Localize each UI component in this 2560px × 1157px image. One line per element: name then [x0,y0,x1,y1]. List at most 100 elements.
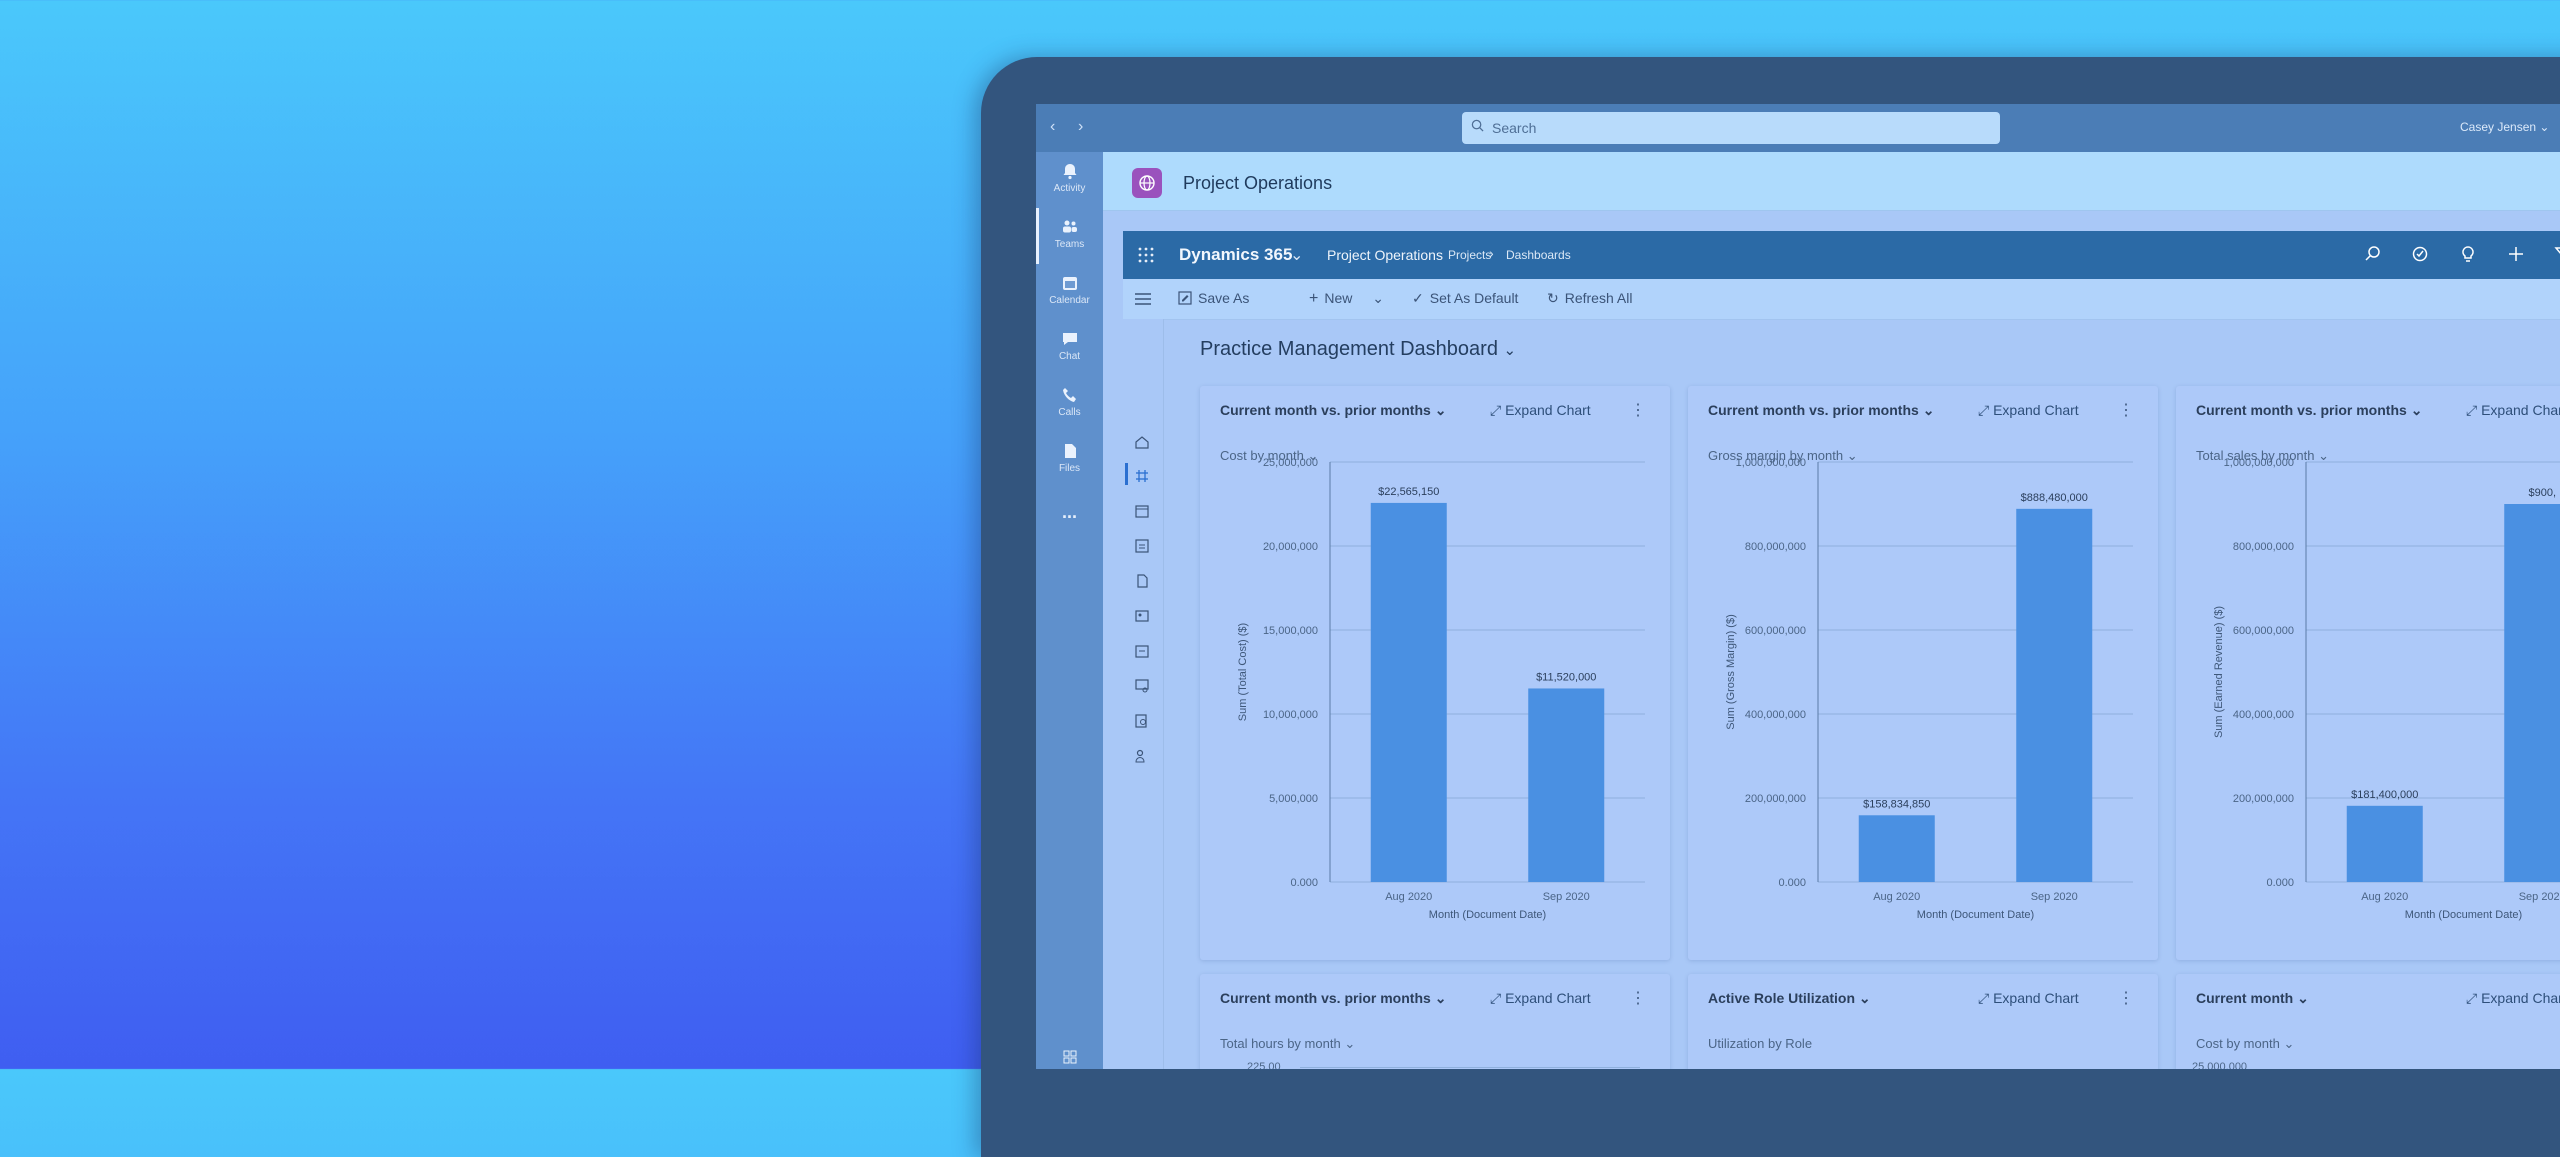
app-launcher-icon[interactable] [1137,246,1155,264]
chart-view-selector[interactable]: Cost by month ⌄ [1220,448,1318,464]
dynamics-brand[interactable]: Dynamics 365 [1179,245,1293,264]
save-as-button[interactable]: Save As [1178,290,1249,306]
chevron-down-icon[interactable]: ⌄ [1372,290,1384,306]
dynamics-app-name[interactable]: Project Operations [1327,247,1443,263]
dashboard-title[interactable]: Practice Management Dashboard ⌄ [1200,338,1516,361]
data-label: $888,480,000 [2021,492,2088,504]
x-tick-label: Sep 2020 [1543,891,1590,903]
card-title-text: Current month vs. prior months [1708,402,1919,418]
dashboard-icon[interactable] [1134,468,1150,484]
cost-bar-chart: 0.000 5,000,000 10,000,000 15,000,000 20,000… [1237,457,1645,921]
report-icon[interactable] [1134,538,1150,554]
app-title: Project Operations [1183,173,1333,193]
user-menu[interactable]: Casey Jensen ⌄ [2460,120,2560,134]
card-title[interactable]: Current month vs. prior months ⌄ [2196,402,2422,419]
more-options-icon[interactable]: ⋮ [2118,990,2134,1007]
checkmark-icon: ✓ [1412,290,1424,306]
chart-view-selector[interactable]: Gross margin by month ⌄ [1708,448,1858,464]
card-title[interactable]: Current month ⌄ [2196,990,2309,1007]
rail-item-calendar[interactable]: Calendar [1036,274,1103,306]
total-sales-bar-chart: 0.000 200,000,000 400,000,000 600,000,000 80… [2213,457,2560,921]
search-input[interactable]: Search [1462,112,2000,144]
rail-item-activity[interactable]: Activity [1036,162,1103,194]
document-icon[interactable] [1134,573,1150,589]
y-tick-label: 400,000,000 [2233,709,2294,721]
bell-icon [1063,164,1076,180]
person-icon[interactable] [1134,748,1150,764]
phone-icon [1062,388,1076,402]
chart-card-total-sales: Current month vs. prior months ⌄ ⤢ Expan… [2176,386,2560,960]
expand-chart-button[interactable]: ⤢ Expand Chart [2466,402,2560,419]
expand-label: Expand Chart [1505,990,1591,1006]
teams-app-rail: Activity Teams Calendar Chat Calls Files… [1036,152,1103,1069]
chevron-down-icon: ⌄ [1858,990,1871,1006]
data-label: $158,834,850 [1863,798,1930,810]
search-icon [1471,119,1484,132]
home-icon[interactable] [1134,434,1150,450]
filter-icon[interactable] [2553,244,2560,264]
save-as-icon [1178,291,1192,305]
expand-icon: ⤢ [1490,990,1506,1006]
rail-item-teams[interactable]: Teams [1036,218,1103,250]
more-options-icon[interactable]: ⋮ [2118,402,2134,419]
search-icon[interactable] [2363,244,2383,264]
card-title[interactable]: Current month vs. prior months ⌄ [1220,402,1446,419]
card-title[interactable]: Current month vs. prior months ⌄ [1220,990,1446,1007]
plus-icon[interactable] [2506,244,2526,264]
expand-chart-button[interactable]: ⤢ Expand Chart [2466,990,2560,1007]
plus-icon: + [1309,290,1319,307]
card-title-text: Current month [2196,990,2294,1006]
command-bar: Save As + New ⌄ ✓ Set As Default ↻ Refresh … [1123,279,2560,320]
chart-view-selector[interactable]: Cost by month ⌄ [2196,1036,2294,1052]
expand-chart-button[interactable]: ⤢ Expand Chart [1490,990,1591,1007]
breadcrumb-dashboards[interactable]: Dashboards [1506,248,1571,262]
data-label: $900, [2528,487,2556,499]
data-label: $22,565,150 [1378,486,1439,498]
rail-item-calls[interactable]: Calls [1036,386,1103,418]
dynamics-nav-bar: Dynamics 365 ⌄ Project Operations Projec… [1123,231,2560,279]
y-tick-label: 0.000 [1290,877,1318,889]
rail-item-chat[interactable]: Chat [1036,330,1103,362]
y-tick-label: 600,000,000 [2233,625,2294,637]
globe-icon [1139,175,1155,191]
apps-icon[interactable] [1036,1048,1103,1066]
chart-view-selector[interactable]: Total sales by month ⌄ [2196,448,2329,464]
schedule-icon[interactable] [1134,643,1150,659]
calendar-icon[interactable] [1134,503,1150,519]
x-axis-title: Month (Document Date) [2405,909,2522,921]
chart-card-gross-margin: Current month vs. prior months ⌄ ⤢ Expan… [1688,386,2158,960]
x-axis-title: Month (Document Date) [1429,909,1546,921]
rail-item-files[interactable]: Files [1036,442,1103,474]
chevron-down-icon: ⌄ [1846,448,1858,463]
lightbulb-icon[interactable] [2458,244,2478,264]
expand-chart-button[interactable]: ⤢ Expand Chart [1978,402,2079,419]
contact-card-icon[interactable] [1134,608,1150,624]
store-icon [1063,1050,1076,1064]
data-label: $11,520,000 [1536,671,1596,683]
back-icon[interactable]: ‹ [1050,118,1056,135]
expand-icon: ⤢ [1490,402,1506,418]
search-document-icon[interactable] [1134,713,1150,729]
rail-label: Calendar [1049,295,1090,306]
new-button[interactable]: + New ⌄ [1309,290,1384,308]
more-options-icon[interactable]: ⋮ [1630,402,1646,419]
chevron-down-icon[interactable]: ⌄ [1290,247,1304,264]
resource-icon[interactable] [1134,678,1150,694]
card-title[interactable]: Active Role Utilization ⌄ [1708,990,1871,1007]
breadcrumb-projects[interactable]: Projects [1448,248,1492,262]
chart-view-selector[interactable]: Total hours by month ⌄ [1220,1036,1355,1052]
task-icon[interactable] [2410,244,2430,264]
more-options-icon[interactable]: ⋮ [1630,990,1646,1007]
refresh-all-button[interactable]: ↻ Refresh All [1547,290,1632,307]
card-title[interactable]: Current month vs. prior months ⌄ [1708,402,1934,419]
expand-chart-button[interactable]: ⤢ Expand Chart [1490,402,1591,419]
expand-chart-button[interactable]: ⤢ Expand Chart [1978,990,2079,1007]
more-apps-icon[interactable]: ... [1036,502,1103,523]
set-as-default-button[interactable]: ✓ Set As Default [1412,290,1518,307]
hamburger-icon[interactable] [1135,292,1151,306]
calendar-icon [1062,277,1077,290]
forward-icon[interactable]: › [1078,118,1084,135]
chart-card-current-month: Current month ⌄ ⤢ Expand Chart Cost by m… [2176,974,2560,1069]
chart-subtitle: Total sales by month [2196,448,2315,463]
y-tick-label: 200,000,000 [1745,793,1806,805]
